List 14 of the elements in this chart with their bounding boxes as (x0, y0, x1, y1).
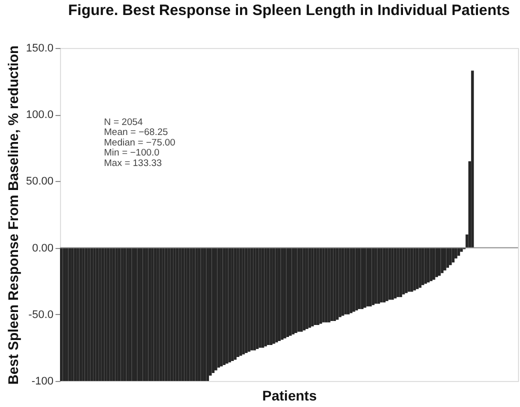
y-axis-title: Best Spleen Response From Baseline, % reduction (4, 45, 21, 385)
y-tick-label: 150.0 (26, 42, 54, 54)
annotation: Mean = −68.25 (104, 127, 168, 138)
annotation: Median = −75.00 (104, 137, 176, 148)
annotation: N = 2054 (104, 117, 143, 128)
annotation: Max = 133.33 (104, 158, 162, 169)
y-tick-label: -100 (31, 376, 54, 388)
y-tick-label: 50.00 (26, 176, 54, 188)
y-tick-label: -50.0 (28, 308, 54, 321)
x-axis-title: Patients (262, 388, 317, 404)
y-tick-label: 0.00 (32, 242, 54, 254)
chart-title: Figure. Best Response in Spleen Length in Individual Patients (68, 2, 510, 19)
y-tick-label: 100.0 (26, 109, 54, 122)
annotation: Min = −100.0 (104, 148, 160, 159)
